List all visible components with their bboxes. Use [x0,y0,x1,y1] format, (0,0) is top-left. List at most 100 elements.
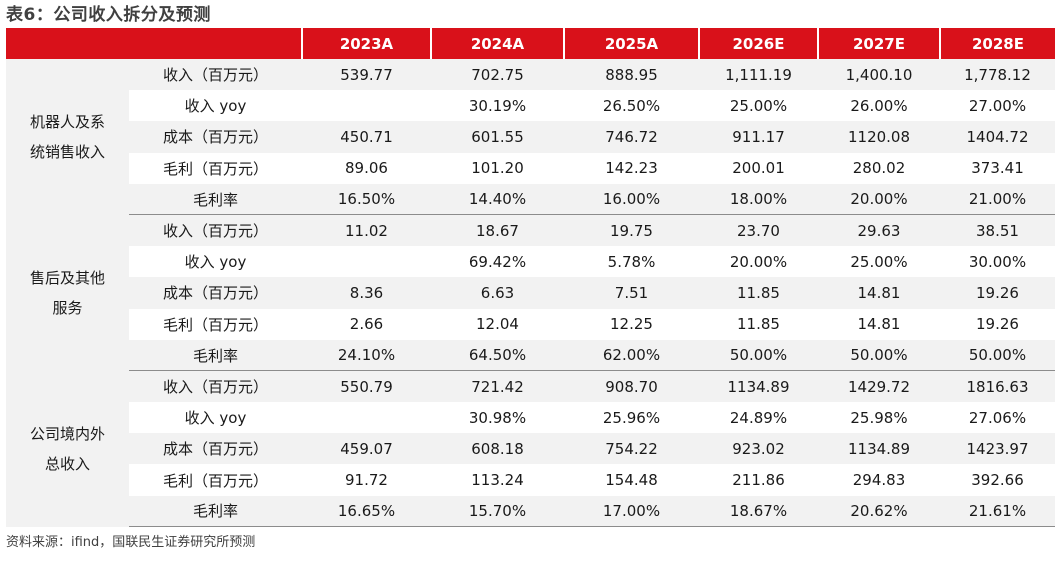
value-cell: 64.50% [431,339,564,372]
value-cell [302,90,431,122]
value-cell: 29.63 [818,214,940,247]
value-cell: 101.20 [431,152,564,184]
value-cell: 21.00% [940,183,1055,216]
value-cell: 20.00% [699,246,818,278]
table-row: 收入 yoy 30.19% 26.50% 25.00% 26.00% 27.00% [6,90,1055,122]
value-cell [302,402,431,434]
revenue-forecast-table: 2023A 2024A 2025A 2026E 2027E 2028E 机器人及… [6,28,1055,528]
table-row: 毛利（百万元） 89.06 101.20 142.23 200.01 280.02 373.… [6,152,1055,184]
table-row: 收入 yoy 30.98% 25.96% 24.89% 25.98% 27.06% [6,402,1055,434]
table-row: 成本（百万元） 450.71 601.55 746.72 911.17 1120.08 14… [6,121,1055,153]
value-cell: 50.00% [699,339,818,372]
value-cell: 608.18 [431,433,564,465]
value-cell: 89.06 [302,152,431,184]
header-year: 2024A [430,28,564,59]
value-cell: 14.40% [431,183,564,216]
value-cell: 27.00% [940,90,1055,122]
metric-label: 收入 yoy [129,90,302,122]
table-row: 毛利（百万元） 91.72 113.24 154.48 211.86 294.83 392.… [6,464,1055,496]
value-cell: 26.00% [818,90,940,122]
value-cell: 1423.97 [940,433,1055,465]
table-row: 成本（百万元） 8.36 6.63 7.51 11.85 14.81 19.26 [6,277,1055,309]
value-cell: 923.02 [699,433,818,465]
value-cell: 754.22 [564,433,699,465]
value-cell: 142.23 [564,152,699,184]
value-cell: 50.00% [818,339,940,372]
header-year: 2027E [817,28,940,59]
value-cell: 16.65% [302,495,431,528]
value-cell: 550.79 [302,370,431,403]
metric-label: 毛利率 [129,339,302,372]
value-cell: 18.67% [699,495,818,528]
value-cell: 62.00% [564,339,699,372]
value-cell: 24.89% [699,402,818,434]
segment-name: 机器人及系统销售收入 [6,59,129,215]
value-cell: 911.17 [699,121,818,153]
segment-name-line: 统销售收入 [29,142,105,161]
value-cell: 1404.72 [940,121,1055,153]
value-cell: 21.61% [940,495,1055,528]
table-row: 收入 yoy 69.42% 5.78% 20.00% 25.00% 30.00% [6,246,1055,278]
table-body: 机器人及系 统销售收入 收入（百万元） 539.77 702.75 888.95 1,111… [6,59,1055,528]
value-cell: 30.98% [431,402,564,434]
value-cell: 1,400.10 [818,59,940,91]
metric-label: 毛利（百万元） [129,308,302,340]
value-cell: 25.00% [818,246,940,278]
value-cell: 702.75 [431,59,564,91]
metric-label: 成本（百万元） [129,277,302,309]
value-cell: 11.02 [302,214,431,247]
value-cell: 392.66 [940,464,1055,496]
metric-label: 收入 yoy [129,402,302,434]
value-cell: 7.51 [564,277,699,309]
value-cell: 17.00% [564,495,699,528]
segment-name-line: 服务 [52,298,83,317]
value-cell: 450.71 [302,121,431,153]
value-cell: 16.00% [564,183,699,216]
value-cell: 27.06% [940,402,1055,434]
segment-name-line: 公司境内外 [29,424,105,443]
segment-name-line: 售后及其他 [29,268,105,287]
segment-name: 公司境内外 总收入 [6,370,129,527]
metric-label: 毛利率 [129,495,302,528]
source-note: 资料来源：ifind，国联民生证券研究所预测 [6,535,256,550]
cut-off-text-line [0,560,1061,567]
header-year: 2025A [563,28,699,59]
value-cell [302,246,431,278]
value-cell: 30.19% [431,90,564,122]
value-cell: 14.81 [818,277,940,309]
value-cell: 373.41 [940,152,1055,184]
table-title: 表6：公司收入拆分及预测 [6,5,211,25]
value-cell: 26.50% [564,90,699,122]
segment-name-line: 机器人及系 [29,112,105,131]
table-row: 毛利率 16.65% 15.70% 17.00% 18.67% 20.62% 21.61% [6,495,1055,528]
metric-label: 收入（百万元） [129,59,302,91]
value-cell: 459.07 [302,433,431,465]
value-cell: 12.04 [431,308,564,340]
value-cell: 1134.89 [818,433,940,465]
value-cell: 25.98% [818,402,940,434]
value-cell: 200.01 [699,152,818,184]
value-cell: 294.83 [818,464,940,496]
value-cell: 746.72 [564,121,699,153]
header-blank [6,28,302,59]
value-cell: 15.70% [431,495,564,528]
metric-label: 毛利（百万元） [129,152,302,184]
value-cell: 18.67 [431,214,564,247]
segment-name-line: 总收入 [44,454,90,473]
table-row: 毛利（百万元） 2.66 12.04 12.25 11.85 14.81 19.26 [6,308,1055,340]
table-row: 毛利率 16.50% 14.40% 16.00% 18.00% 20.00% 21.00% [6,183,1055,216]
value-cell: 280.02 [818,152,940,184]
value-cell: 11.85 [699,308,818,340]
table-row: 售后及其他 服务 收入（百万元） 11.02 18.67 19.75 23.70 29.63 3… [6,214,1055,371]
value-cell: 6.63 [431,277,564,309]
value-cell: 1134.89 [699,370,818,403]
metric-label: 成本（百万元） [129,433,302,465]
value-cell: 19.26 [940,277,1055,309]
table-row: 毛利率 24.10% 64.50% 62.00% 50.00% 50.00% 50.00% [6,339,1055,372]
value-cell: 18.00% [699,183,818,216]
value-cell: 154.48 [564,464,699,496]
value-cell: 908.70 [564,370,699,403]
value-cell: 721.42 [431,370,564,403]
value-cell: 50.00% [940,339,1055,372]
value-cell: 91.72 [302,464,431,496]
